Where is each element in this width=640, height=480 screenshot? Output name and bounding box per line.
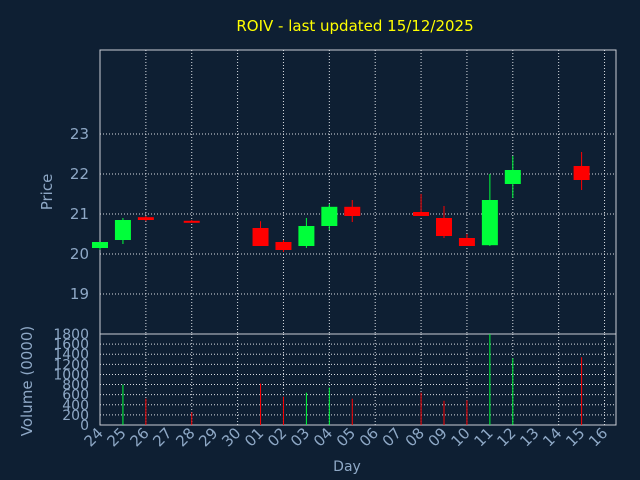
volume-tick-label: 800 — [62, 378, 89, 394]
candle-body — [413, 212, 430, 216]
volume-tick-label: 200 — [62, 408, 89, 424]
price-tick-label: 20 — [70, 245, 89, 263]
candle-body — [321, 206, 338, 226]
candle-body — [481, 200, 498, 246]
volume-tick-label: 1800 — [53, 327, 89, 343]
price-panel: 19 20 21 22 23 — [70, 49, 617, 335]
chart-title: ROIV - last updated 15/12/2025 — [236, 17, 473, 35]
candle-body — [436, 218, 452, 236]
candle-body — [344, 206, 361, 216]
x-axis: 2425262728293001020304050607080910111213… — [81, 424, 612, 450]
candle-body — [183, 220, 200, 223]
candle-body — [298, 226, 315, 246]
candle-body — [275, 242, 292, 250]
candle-body — [504, 170, 521, 184]
price-tick-label: 19 — [70, 285, 89, 303]
volume-tick-label: 400 — [62, 398, 89, 414]
volume-tick-label: 1600 — [53, 337, 89, 353]
price-axis-label: Price — [38, 174, 56, 211]
volume-tick-label: 600 — [62, 388, 89, 404]
x-axis-label: Day — [333, 459, 361, 475]
price-tick-label: 23 — [70, 125, 89, 143]
price-frame — [99, 49, 617, 335]
volume-tick-label: 1200 — [53, 357, 89, 373]
volume-axis-label: Volume (0000) — [18, 326, 36, 436]
candle-body — [252, 228, 269, 246]
x-tick-label: 16 — [585, 424, 611, 450]
candle-body — [573, 166, 590, 180]
price-tick-label: 22 — [70, 165, 89, 183]
volume-frame — [99, 333, 617, 426]
candle-body — [458, 238, 475, 246]
candle-body — [114, 220, 131, 240]
volume-tick-label: 1400 — [53, 347, 89, 363]
candle-body — [137, 217, 154, 220]
volume-tick-label: 1000 — [53, 367, 89, 383]
price-tick-label: 21 — [70, 205, 89, 223]
volume-tick-label: 0 — [80, 418, 89, 434]
candle-body — [92, 242, 108, 248]
